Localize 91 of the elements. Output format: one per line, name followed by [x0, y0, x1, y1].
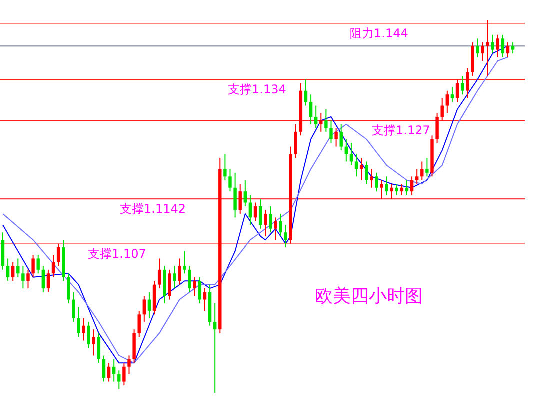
- candlestick: [168, 269, 172, 300]
- candlestick: [426, 158, 429, 178]
- annotation: 欧美四小时图: [315, 286, 423, 307]
- candlestick: [284, 224, 288, 248]
- candlestick: [501, 34, 505, 58]
- candlestick: [269, 206, 272, 234]
- ref-line-label: 支撑1.134: [228, 82, 286, 97]
- candlestick: [324, 109, 328, 132]
- candlestick: [254, 202, 258, 222]
- candlestick: [446, 90, 449, 114]
- candlestick: [354, 154, 358, 178]
- candlestick: [142, 296, 146, 323]
- candlestick: [148, 292, 152, 319]
- candlestick: [476, 38, 480, 58]
- candlestick: [228, 168, 232, 192]
- candlestick: [224, 154, 227, 181]
- candlestick: [274, 217, 278, 241]
- candlestick: [203, 288, 207, 312]
- candlestick: [26, 269, 30, 290]
- candlestick: [87, 322, 90, 349]
- candlestick: [12, 262, 15, 282]
- candlestick: [436, 112, 439, 144]
- candlestick: [67, 273, 70, 304]
- candlestick: [193, 276, 196, 297]
- candlestick: [112, 358, 116, 382]
- candlestick: [238, 184, 242, 214]
- candlestick: [304, 79, 308, 106]
- candlestick: [440, 98, 444, 122]
- candlestick: [244, 180, 247, 207]
- candlestick: [506, 42, 510, 58]
- candlestick: [102, 355, 106, 382]
- candlestick: [198, 276, 202, 304]
- candlestick: [380, 180, 384, 200]
- ref-line-label: 支撑1.107: [88, 246, 146, 261]
- candlestick: [511, 42, 515, 54]
- candlestick: [173, 266, 176, 290]
- candlestick: [491, 34, 494, 54]
- candlestick: [36, 254, 40, 274]
- candlestick: [496, 34, 500, 58]
- candlestick: [416, 168, 419, 185]
- candlestick: [314, 105, 318, 129]
- candlestick: [486, 20, 490, 76]
- candlestick: [450, 86, 454, 103]
- candlestick: [258, 198, 262, 230]
- candlestick: [82, 318, 86, 342]
- candlestick: [365, 161, 368, 185]
- candlestick: [420, 161, 424, 181]
- candlestick: [248, 194, 252, 226]
- candlestick: [178, 258, 182, 286]
- candlestick: [234, 172, 237, 218]
- candlestick: [158, 258, 162, 290]
- candlestick: [340, 124, 343, 152]
- candlestick: [264, 210, 268, 237]
- candlestick: [294, 124, 298, 159]
- candlestick: [460, 75, 464, 96]
- ref-line-label: 支撑1.127: [372, 124, 430, 138]
- candlestick: [344, 138, 348, 162]
- candlestick: [466, 68, 470, 99]
- candlestick: [375, 172, 378, 192]
- candlestick: [56, 243, 60, 267]
- candlestick: [122, 362, 126, 386]
- candlestick: [52, 254, 56, 278]
- candlestick: [188, 266, 192, 293]
- candlestick: [16, 258, 20, 278]
- candlestick: [128, 355, 131, 375]
- candlestick: [385, 176, 388, 196]
- candlestick: [410, 176, 414, 196]
- candlestick: [6, 258, 10, 282]
- candlestick: [32, 254, 35, 278]
- candlestick: [334, 128, 338, 148]
- candlestick: [46, 269, 50, 293]
- candlestick: [92, 329, 96, 356]
- candlestick: [183, 250, 186, 274]
- candlestick: [214, 302, 217, 394]
- candlestick: [42, 266, 45, 293]
- candlestick: [309, 94, 313, 125]
- candlestick: [279, 213, 282, 237]
- ref-line-label: 支撑1.1142: [120, 202, 186, 216]
- candlestick: [456, 79, 460, 103]
- candlestick: [22, 266, 25, 290]
- candlestick: [107, 362, 111, 382]
- candlestick: [72, 292, 76, 323]
- candlestick: [330, 120, 333, 144]
- candlestick: [481, 42, 484, 62]
- candlestick: [320, 112, 323, 132]
- candlestick: [138, 310, 141, 338]
- candlestick: [77, 306, 80, 338]
- candlestick: [118, 370, 121, 390]
- candlestick: [370, 168, 374, 188]
- candlestick: [97, 332, 101, 364]
- ref-line-label: 阻力1.144: [350, 26, 408, 41]
